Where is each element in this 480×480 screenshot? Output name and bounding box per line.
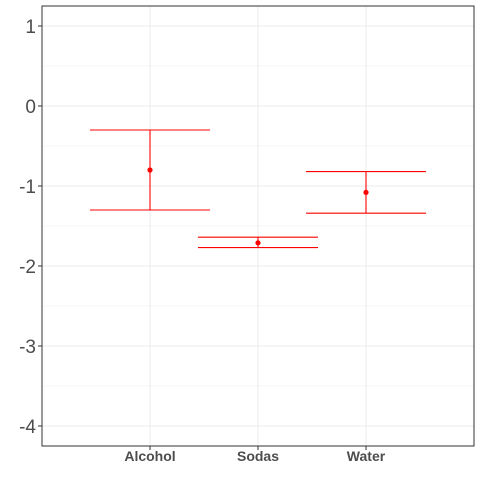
error-bars — [90, 129, 426, 249]
x-tick-label: Alcohol — [124, 448, 175, 464]
y-tick-label: -2 — [19, 257, 36, 278]
y-tick-label: -4 — [19, 417, 36, 438]
y-tick-label: -3 — [19, 337, 36, 358]
y-tick-label: 1 — [25, 17, 36, 38]
major-gridlines — [42, 6, 474, 446]
point-estimate — [363, 189, 369, 195]
point-estimate — [255, 240, 261, 246]
y-tick-label: -1 — [19, 177, 36, 198]
point-estimate — [147, 167, 153, 173]
y-axis: 1 0 -1 -2 -3 -4 — [19, 17, 42, 438]
y-tick-label: 0 — [25, 97, 36, 118]
x-axis: Alcohol Sodas Water — [124, 446, 386, 464]
x-tick-label: Water — [347, 448, 386, 464]
x-tick-label: Sodas — [237, 448, 279, 464]
